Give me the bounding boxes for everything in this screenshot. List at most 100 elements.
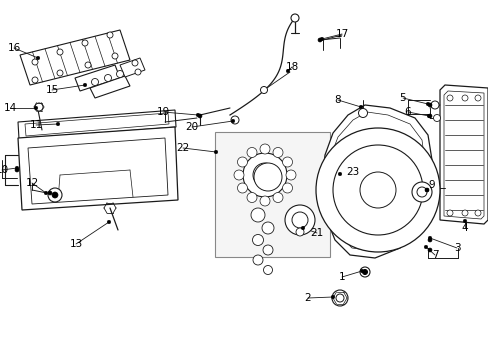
Circle shape <box>34 106 38 110</box>
Circle shape <box>196 113 200 117</box>
Polygon shape <box>443 91 483 219</box>
Circle shape <box>285 69 289 73</box>
Circle shape <box>107 32 113 38</box>
Circle shape <box>237 157 247 167</box>
Circle shape <box>462 219 466 223</box>
Circle shape <box>263 245 272 255</box>
Circle shape <box>272 148 283 157</box>
Text: 20: 20 <box>185 122 198 132</box>
Text: 15: 15 <box>45 85 59 95</box>
Circle shape <box>295 228 304 236</box>
Text: 9: 9 <box>428 180 434 190</box>
Circle shape <box>362 270 367 274</box>
Circle shape <box>427 238 431 242</box>
Text: 8: 8 <box>334 95 341 105</box>
Circle shape <box>427 114 430 118</box>
Circle shape <box>36 56 40 60</box>
Text: 3: 3 <box>453 243 459 253</box>
Circle shape <box>260 196 269 206</box>
Text: 7: 7 <box>431 250 437 260</box>
Polygon shape <box>326 112 424 251</box>
Circle shape <box>291 212 307 228</box>
Circle shape <box>48 188 62 202</box>
Text: 11: 11 <box>29 120 42 130</box>
Circle shape <box>427 236 431 240</box>
Circle shape <box>425 188 428 192</box>
Text: 17: 17 <box>335 29 348 39</box>
Circle shape <box>15 166 19 170</box>
Circle shape <box>48 191 52 195</box>
Circle shape <box>56 122 60 126</box>
Text: 19: 19 <box>156 107 169 117</box>
Text: 10: 10 <box>0 165 9 175</box>
Circle shape <box>91 78 98 85</box>
Circle shape <box>290 14 298 22</box>
Text: 22: 22 <box>176 143 189 153</box>
Circle shape <box>112 53 118 59</box>
Circle shape <box>320 37 323 41</box>
Circle shape <box>237 183 247 193</box>
Circle shape <box>252 255 263 265</box>
Circle shape <box>474 95 480 101</box>
Circle shape <box>285 170 295 180</box>
Circle shape <box>301 226 304 230</box>
Circle shape <box>231 119 234 123</box>
Circle shape <box>35 103 43 111</box>
Circle shape <box>135 69 141 75</box>
Circle shape <box>285 205 314 235</box>
Circle shape <box>32 59 38 65</box>
Text: 18: 18 <box>285 62 298 72</box>
Circle shape <box>263 266 272 274</box>
Circle shape <box>337 171 346 179</box>
Text: 16: 16 <box>7 43 20 53</box>
Circle shape <box>430 101 438 109</box>
Circle shape <box>107 220 111 224</box>
Circle shape <box>474 210 480 216</box>
Circle shape <box>252 163 276 187</box>
Circle shape <box>359 105 362 109</box>
Polygon shape <box>120 58 145 77</box>
Circle shape <box>446 210 452 216</box>
Circle shape <box>230 116 239 124</box>
Circle shape <box>461 210 467 216</box>
Circle shape <box>411 182 431 202</box>
Circle shape <box>461 95 467 101</box>
Circle shape <box>116 71 123 77</box>
Text: 1: 1 <box>338 272 345 282</box>
Circle shape <box>246 148 257 157</box>
Circle shape <box>427 114 431 118</box>
Text: 12: 12 <box>25 178 39 188</box>
Circle shape <box>250 208 264 222</box>
Circle shape <box>253 163 282 191</box>
Circle shape <box>104 75 111 81</box>
Circle shape <box>338 172 341 176</box>
Circle shape <box>333 167 349 183</box>
Circle shape <box>260 86 267 94</box>
Text: 21: 21 <box>310 228 323 238</box>
Circle shape <box>359 267 369 277</box>
Polygon shape <box>28 138 168 204</box>
Circle shape <box>330 295 334 299</box>
Circle shape <box>335 294 343 302</box>
Circle shape <box>416 187 426 197</box>
Circle shape <box>15 168 19 172</box>
Circle shape <box>262 222 273 234</box>
Circle shape <box>360 269 363 273</box>
Text: 4: 4 <box>461 223 468 233</box>
Circle shape <box>252 234 263 246</box>
Polygon shape <box>18 127 178 210</box>
Circle shape <box>427 248 431 252</box>
Circle shape <box>198 114 202 118</box>
Circle shape <box>214 150 217 154</box>
Circle shape <box>425 188 428 192</box>
Polygon shape <box>90 76 130 98</box>
Circle shape <box>132 60 138 66</box>
Circle shape <box>282 157 292 167</box>
Circle shape <box>315 128 439 252</box>
Text: 23: 23 <box>346 167 359 177</box>
Polygon shape <box>18 110 176 139</box>
Text: 14: 14 <box>3 103 17 113</box>
Text: 13: 13 <box>69 239 82 249</box>
Circle shape <box>234 170 244 180</box>
Circle shape <box>272 193 283 203</box>
